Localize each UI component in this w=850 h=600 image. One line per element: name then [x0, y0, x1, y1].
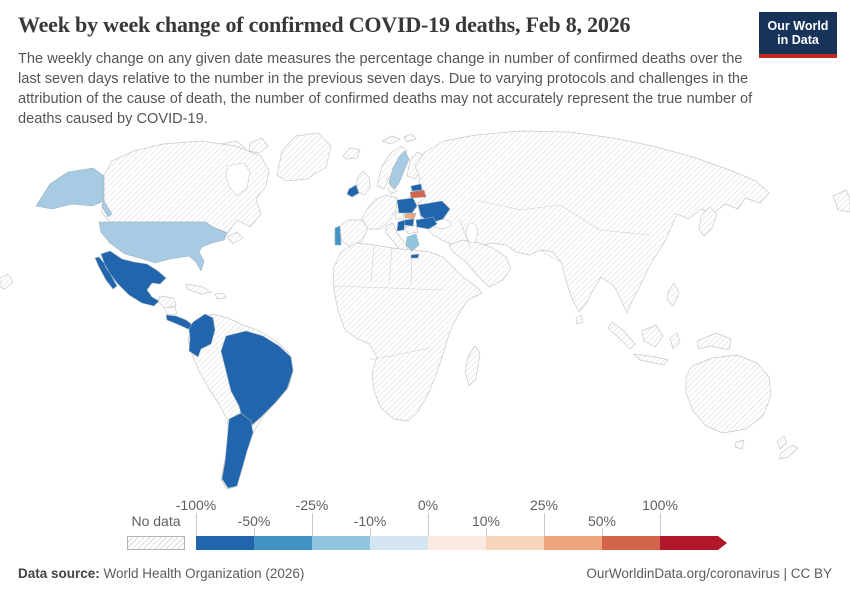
- map-landmass-france-germany[interactable]: [361, 194, 398, 230]
- legend-tick: [312, 513, 313, 536]
- legend-segment[interactable]: [486, 536, 544, 550]
- map-landmass-africa[interactable]: [332, 242, 483, 422]
- map-landmass-java[interactable]: [633, 353, 669, 366]
- data-source-value: World Health Organization (2026): [103, 566, 305, 581]
- map-landmass-nicaragua[interactable]: [163, 306, 178, 316]
- map-landmass-honduras[interactable]: [157, 295, 177, 309]
- map-landmass-cuba[interactable]: [185, 283, 213, 295]
- map-region-hungary[interactable]: [403, 218, 415, 227]
- legend-tick-label: 100%: [642, 497, 678, 513]
- legend-tick: [254, 528, 255, 536]
- legend-segment[interactable]: [660, 536, 727, 550]
- map-region-portugal[interactable]: [334, 225, 342, 246]
- map-landmass-iceland[interactable]: [342, 147, 361, 160]
- map-landmass-hispaniola[interactable]: [214, 292, 227, 300]
- map-landmass-new-guinea[interactable]: [696, 332, 732, 351]
- map-region-greece[interactable]: [405, 233, 420, 252]
- map-landmass-canada[interactable]: [101, 140, 270, 234]
- legend-tick-label: -10%: [353, 513, 387, 529]
- map-region-poland[interactable]: [396, 197, 418, 214]
- legend-no-data-swatch[interactable]: [127, 536, 185, 550]
- map-landmass-sumatra[interactable]: [607, 321, 636, 350]
- chart-footer: Data source: World Health Organization (…: [18, 566, 832, 581]
- legend-tick: [660, 513, 661, 536]
- map-landmass-sri-lanka[interactable]: [575, 314, 584, 325]
- map-landmass-asia[interactable]: [414, 130, 770, 314]
- map-region-romania[interactable]: [415, 216, 438, 230]
- page-title: Week by week change of confirmed COVID-1…: [18, 12, 631, 37]
- map-region-ireland[interactable]: [346, 184, 360, 198]
- legend-tick: [602, 528, 603, 536]
- map-region-sweden[interactable]: [388, 150, 410, 190]
- legend-tick: [544, 513, 545, 536]
- legend-tick-label: 0%: [417, 497, 439, 513]
- map-region-brazil[interactable]: [220, 330, 294, 427]
- map-region-estonia[interactable]: [410, 183, 423, 192]
- legend-segment[interactable]: [312, 536, 370, 550]
- map-landmass-greenland[interactable]: [276, 132, 332, 182]
- credit-link[interactable]: OurWorldinData.org/coronavirus | CC BY: [586, 566, 832, 581]
- legend-tick-label: 50%: [587, 513, 617, 529]
- map-landmass-sulawesi[interactable]: [669, 332, 681, 350]
- data-source: Data source: World Health Organization (…: [18, 566, 304, 581]
- legend-segment[interactable]: [544, 536, 602, 550]
- legend-tick-label: -100%: [175, 497, 217, 513]
- map-landmass-svalbard[interactable]: [381, 133, 417, 145]
- map-landmass-australia[interactable]: [685, 354, 772, 450]
- map-region-central-america[interactable]: [165, 314, 195, 330]
- map-landmass-bulgaria[interactable]: [404, 224, 419, 235]
- map-landmass-borneo[interactable]: [641, 324, 664, 348]
- legend-segment[interactable]: [254, 536, 312, 550]
- map-landmass-madagascar[interactable]: [464, 345, 481, 387]
- owid-logo-line1: Our World: [767, 18, 829, 33]
- map-region-colombia[interactable]: [188, 313, 216, 358]
- legend-segment[interactable]: [602, 536, 660, 550]
- legend-tick: [370, 528, 371, 536]
- legend-segment[interactable]: [428, 536, 486, 550]
- map-landmass-pacific-sliver[interactable]: [0, 273, 14, 290]
- map-region-mexico[interactable]: [94, 250, 167, 307]
- map-region-argentina[interactable]: [221, 412, 254, 489]
- map-landmass-uk[interactable]: [356, 170, 371, 196]
- legend-tick-label: 10%: [471, 513, 501, 529]
- map-region-crete[interactable]: [410, 253, 420, 259]
- legend-tick-label: 25%: [529, 497, 559, 513]
- owid-logo-line2: in Data: [777, 33, 819, 47]
- map-region-slovakia[interactable]: [404, 212, 417, 220]
- caspian-sea: [466, 222, 478, 244]
- map-region-croatia[interactable]: [396, 219, 406, 232]
- map-region-alaska[interactable]: [35, 167, 113, 218]
- map-region-united-states[interactable]: [98, 221, 228, 272]
- legend-no-data-label: No data: [131, 513, 181, 529]
- map-landmass-philippines[interactable]: [666, 282, 680, 307]
- map-region-ukraine[interactable]: [417, 200, 451, 224]
- legend-tick-label: -50%: [237, 513, 271, 529]
- map-landmass-spain[interactable]: [338, 219, 369, 248]
- legend-tick: [486, 528, 487, 536]
- legend-segment[interactable]: [196, 536, 254, 550]
- map-region-latvia[interactable]: [409, 189, 427, 199]
- legend-tick-label: -25%: [295, 497, 329, 513]
- map-landmass-chukotka[interactable]: [832, 189, 850, 213]
- map-landmass-nova-scotia[interactable]: [226, 231, 244, 245]
- owid-logo[interactable]: Our World in Data: [759, 12, 837, 58]
- map-landmass-new-zealand[interactable]: [776, 435, 799, 460]
- hudson-bay: [225, 162, 251, 197]
- legend-segment[interactable]: [370, 536, 428, 550]
- data-source-label: Data source:: [18, 566, 100, 581]
- map-landmass-japan[interactable]: [698, 206, 718, 237]
- legend-tick: [428, 513, 429, 536]
- legend-tick: [196, 513, 197, 536]
- map-landmass-arabia[interactable]: [448, 239, 512, 288]
- legend-bar: [196, 536, 727, 550]
- chart-subtitle: The weekly change on any given date meas…: [18, 51, 753, 127]
